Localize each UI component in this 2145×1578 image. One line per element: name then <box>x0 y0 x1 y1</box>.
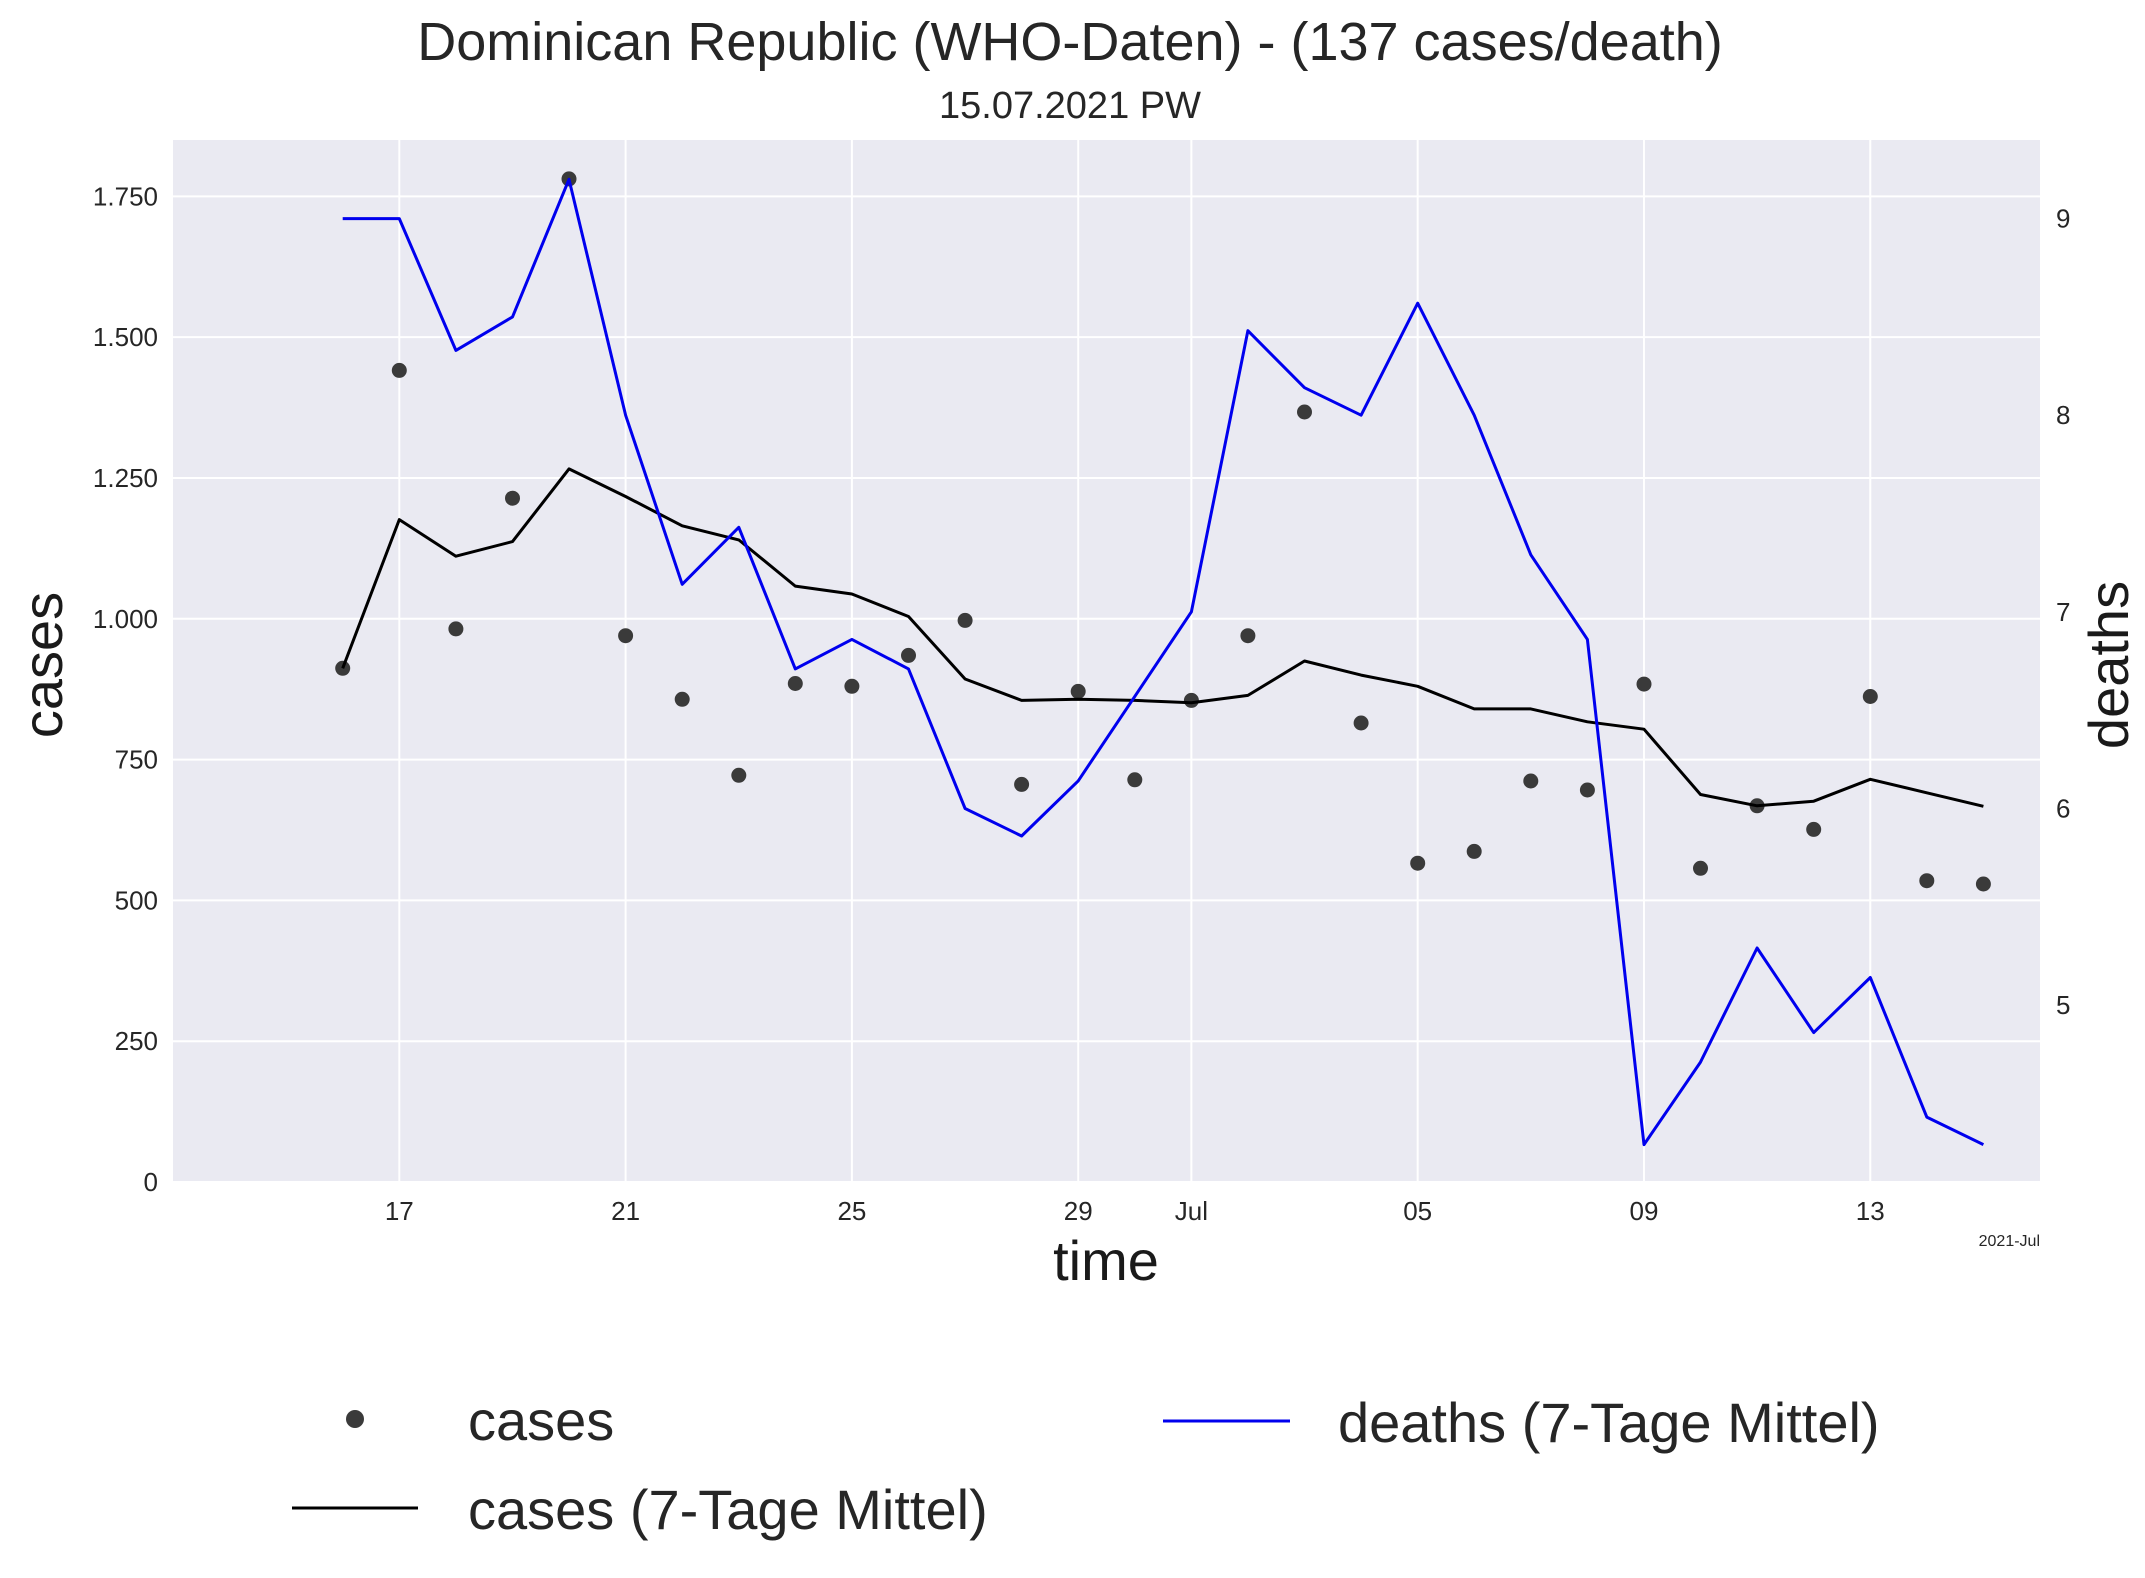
x-tick-label: 25 <box>837 1196 866 1226</box>
x-tick-label: 17 <box>385 1196 414 1226</box>
cases-point <box>1014 776 1030 792</box>
cases-point <box>1975 876 1991 892</box>
cases-point <box>1240 628 1256 644</box>
cases-avg-line <box>341 467 1984 808</box>
y-tick-label: 750 <box>115 745 158 775</box>
y2-axis-label: deaths <box>2077 581 2140 749</box>
cases-point <box>1579 782 1595 798</box>
cases-point <box>1410 855 1426 871</box>
cases-point <box>1693 860 1708 876</box>
x-axis-label: time <box>1053 1229 1159 1292</box>
cases-point <box>1636 676 1652 692</box>
chart-title: Dominican Republic (WHO-Daten) - (137 ca… <box>417 12 1723 72</box>
cases-point <box>1353 715 1369 731</box>
legend-label-deaths-avg: deaths (7-Tage Mittel) <box>1338 1391 1880 1454</box>
x-tick-label: 05 <box>1403 1196 1432 1226</box>
y-axis-label: cases <box>11 592 74 738</box>
cases-point <box>1070 683 1086 699</box>
y2-axis-ticks: 5 6 7 8 9 <box>2056 204 2070 1020</box>
x-tick-label: 09 <box>1630 1196 1659 1226</box>
y-tick-label: 250 <box>115 1026 158 1056</box>
y-tick-label: 1.000 <box>93 604 158 634</box>
cases-point <box>844 678 860 694</box>
y-axis-ticks: 0 250 500 750 1.000 1.250 1.500 1.750 <box>93 181 158 1197</box>
cases-point <box>1862 689 1878 704</box>
cases-point <box>505 490 520 506</box>
y-tick-label: 1.500 <box>93 322 158 352</box>
y2-tick-label: 6 <box>2056 793 2070 823</box>
plot-area <box>173 140 2040 1182</box>
y-tick-label: 1.750 <box>93 181 158 211</box>
legend: cases cases (7-Tage Mittel) deaths (7-Ta… <box>292 1389 1880 1541</box>
chart-subtitle: 15.07.2021 PW <box>939 85 1201 127</box>
cases-point <box>1806 821 1822 837</box>
y2-tick-label: 9 <box>2056 204 2070 234</box>
cases-point <box>1523 773 1539 789</box>
cases-point <box>674 691 690 707</box>
x-tick-label: Jul <box>1175 1196 1208 1226</box>
legend-label-cases-avg: cases (7-Tage Mittel) <box>468 1478 988 1541</box>
deaths-avg-line <box>342 177 1985 1147</box>
cases-point <box>448 621 464 637</box>
x-tick-label: 29 <box>1064 1196 1093 1226</box>
grid-lines <box>173 140 2040 1183</box>
legend-marker-cases <box>346 1410 364 1428</box>
cases-point <box>731 767 747 783</box>
x-tick-label: 21 <box>611 1196 640 1226</box>
x-axis-ticks: 17 21 25 29 Jul 05 09 13 <box>385 1196 1885 1226</box>
legend-label-cases: cases <box>468 1389 614 1452</box>
x-tick-label: 13 <box>1856 1196 1885 1226</box>
x-offset-label: 2021-Jul <box>1979 1233 2040 1250</box>
y-tick-label: 0 <box>144 1167 158 1197</box>
y2-tick-label: 8 <box>2056 400 2070 430</box>
cases-point <box>618 628 634 644</box>
cases-point <box>391 362 407 378</box>
cases-point <box>1127 772 1143 788</box>
cases-point <box>1919 873 1935 889</box>
y2-tick-label: 7 <box>2056 597 2070 627</box>
cases-point <box>957 612 973 628</box>
series-layer <box>335 171 1991 1147</box>
y-tick-label: 500 <box>115 885 158 915</box>
cases-point <box>901 647 916 663</box>
cases-point <box>787 676 803 691</box>
cases-point <box>1297 404 1312 420</box>
cases-point <box>1183 692 1199 708</box>
y2-tick-label: 5 <box>2056 990 2070 1020</box>
cases-point <box>1466 843 1482 859</box>
y-tick-label: 1.250 <box>93 463 158 493</box>
